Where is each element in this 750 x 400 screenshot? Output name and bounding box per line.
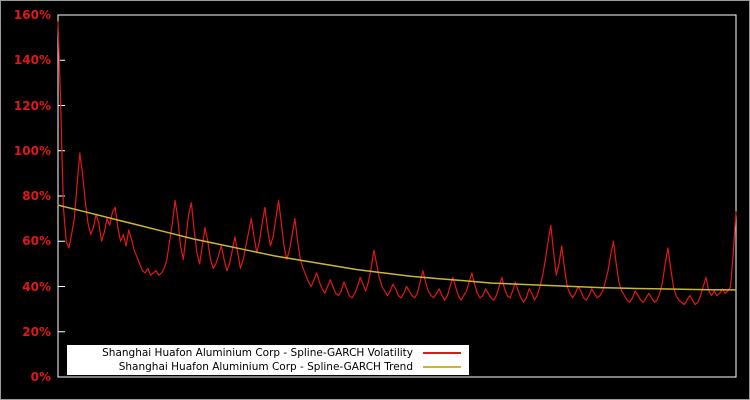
y-tick-label: 0%	[30, 370, 51, 384]
legend-line-trend	[423, 366, 461, 368]
y-tick-label: 40%	[22, 279, 51, 294]
y-tick-label: 20%	[22, 324, 51, 339]
trend-line	[57, 204, 737, 291]
legend-entry-trend: Shanghai Huafon Aluminium Corp - Spline-…	[67, 361, 469, 374]
plot-frame	[57, 14, 737, 378]
legend-label-volatility: Shanghai Huafon Aluminium Corp - Spline-…	[102, 347, 413, 359]
y-tick-label: 160%	[13, 8, 51, 22]
legend: Shanghai Huafon Aluminium Corp - Spline-…	[67, 345, 469, 375]
legend-line-volatility	[423, 352, 461, 354]
y-tick-label: 120%	[13, 98, 51, 113]
volatility-line	[57, 21, 737, 306]
y-tick-label: 80%	[22, 189, 51, 203]
y-tick-label: 60%	[22, 234, 51, 249]
y-axis-labels: 0% 20% 40% 60% 80% 100% 120% 140% 160%	[1, 1, 53, 399]
legend-entry-volatility: Shanghai Huafon Aluminium Corp - Spline-…	[67, 347, 469, 360]
y-tick-label: 140%	[13, 53, 51, 68]
legend-label-trend: Shanghai Huafon Aluminium Corp - Spline-…	[118, 361, 413, 373]
y-tick-label: 100%	[13, 143, 51, 158]
